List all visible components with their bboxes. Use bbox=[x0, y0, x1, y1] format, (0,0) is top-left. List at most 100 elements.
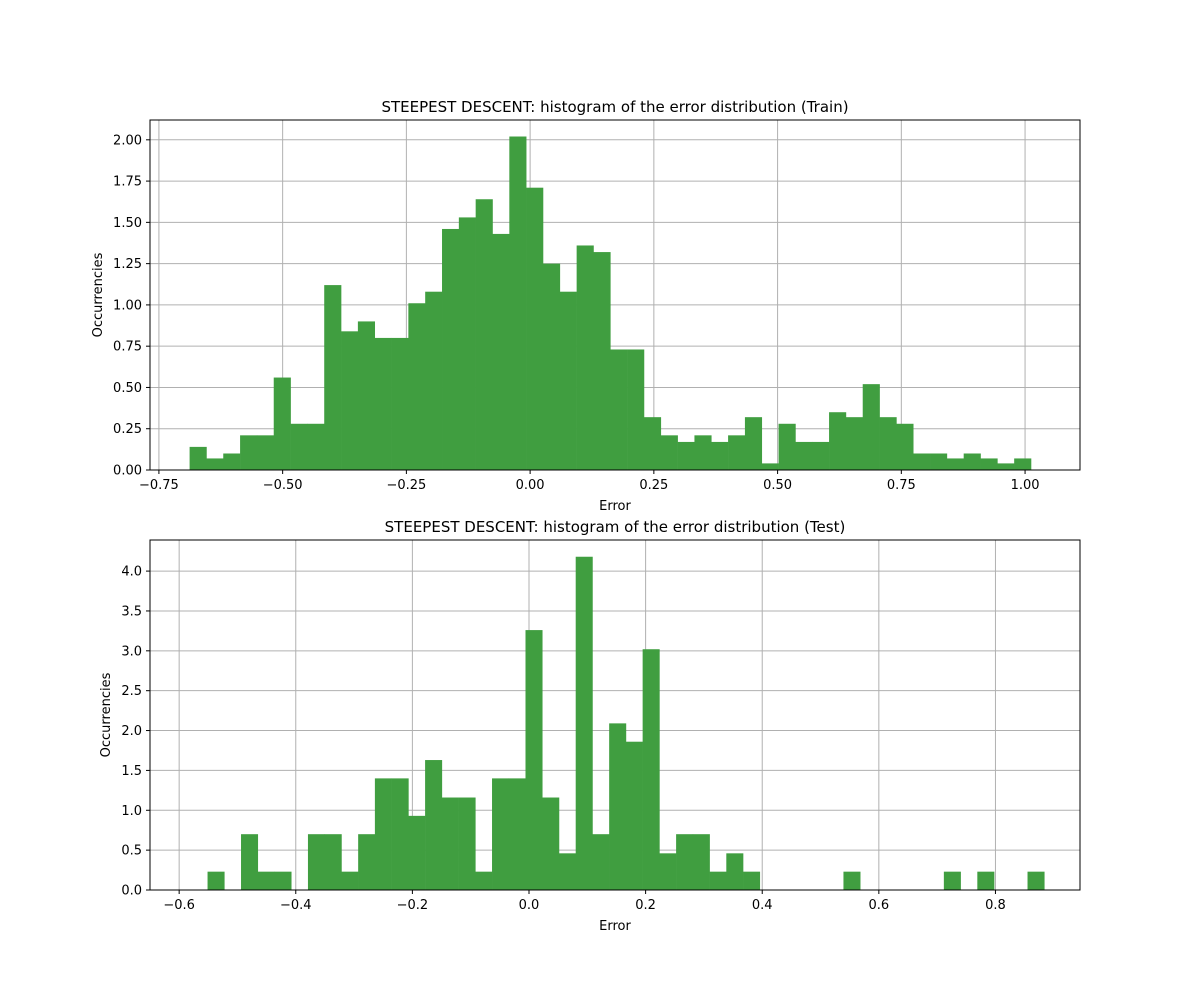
train-histogram-bar bbox=[290, 423, 308, 470]
train-histogram-bar bbox=[778, 423, 796, 470]
train-histogram-bar bbox=[963, 453, 981, 470]
train-x-tick-label: 0.25 bbox=[639, 478, 668, 493]
test-histogram-bar bbox=[575, 556, 593, 890]
test-histogram-bar bbox=[843, 871, 861, 890]
train-x-axis-label: Error bbox=[599, 499, 631, 514]
train-y-ticks: 0.00 0.25 0.50 0.75 1.00 1.25 1.50 1.75 2.00 bbox=[113, 133, 150, 479]
train-histogram-bar bbox=[542, 263, 561, 470]
train-histogram-bar bbox=[492, 233, 510, 470]
train-histogram-bar bbox=[189, 446, 207, 470]
test-x-axis-label: Error bbox=[599, 919, 631, 934]
train-histogram-bar bbox=[627, 349, 645, 470]
test-histogram-bar bbox=[558, 853, 577, 890]
train-histogram-bar bbox=[660, 435, 678, 470]
train-chart-title: STEEPEST DESCENT: histogram of the error… bbox=[381, 98, 848, 116]
train-histogram-bar bbox=[997, 463, 1015, 470]
train-plot-frame bbox=[149, 119, 1081, 471]
test-plot-frame bbox=[149, 539, 1081, 891]
train-histogram-bar bbox=[307, 423, 325, 470]
test-chart-title: STEEPEST DESCENT: histogram of the error… bbox=[385, 518, 846, 536]
train-histogram-bar bbox=[610, 349, 628, 470]
test-y-tick-label: 2.5 bbox=[121, 684, 142, 699]
train-histogram-bar bbox=[341, 331, 359, 470]
test-histogram-bar bbox=[726, 853, 744, 890]
train-histogram-bar bbox=[795, 441, 813, 470]
train-y-tick-label: 0.00 bbox=[113, 464, 142, 479]
test-histogram-bar bbox=[307, 834, 325, 890]
train-y-tick-label: 0.75 bbox=[113, 340, 142, 355]
test-histogram-bar bbox=[374, 778, 392, 890]
test-histogram-bar bbox=[274, 871, 292, 890]
test-histogram-bar bbox=[542, 797, 560, 890]
train-histogram-bar bbox=[980, 458, 998, 470]
train-histogram-bar bbox=[240, 435, 258, 470]
test-y-tick-label: 1.0 bbox=[121, 804, 142, 819]
train-histogram-bar bbox=[896, 423, 914, 470]
train-histogram-bar bbox=[425, 291, 443, 470]
test-histogram-bar bbox=[642, 649, 660, 890]
test-histogram-bar bbox=[492, 778, 510, 890]
train-grid bbox=[150, 120, 1080, 471]
test-x-ticks: −0.6 −0.4 −0.2 0.0 0.2 0.4 0.6 0.8 bbox=[163, 890, 1006, 913]
train-histogram-bar bbox=[829, 412, 847, 470]
test-x-tick-label: 0.6 bbox=[868, 898, 889, 913]
test-histogram-bar bbox=[1027, 871, 1045, 890]
train-histogram-bar bbox=[879, 417, 897, 470]
train-histogram-bar bbox=[374, 337, 392, 470]
test-histogram-bar bbox=[391, 778, 409, 890]
train-x-tick-label: 0.75 bbox=[887, 478, 916, 493]
test-histogram-panel: STEEPEST DESCENT: histogram of the error… bbox=[99, 518, 1081, 934]
train-bars bbox=[189, 136, 1032, 471]
test-y-axis-label: Occurrencies bbox=[99, 672, 114, 757]
test-histogram-bar bbox=[592, 834, 610, 890]
train-histogram-bar bbox=[256, 435, 275, 470]
train-histogram-bar bbox=[475, 199, 493, 470]
train-x-tick-label: 0.00 bbox=[516, 478, 545, 493]
train-histogram-panel: STEEPEST DESCENT: histogram of the error… bbox=[91, 98, 1081, 514]
test-x-tick-label: 0.4 bbox=[752, 898, 773, 913]
test-histogram-bar bbox=[241, 834, 259, 890]
train-histogram-bar bbox=[408, 303, 426, 470]
test-y-tick-label: 1.5 bbox=[121, 764, 142, 779]
train-histogram-bar bbox=[930, 453, 948, 470]
train-histogram-bar bbox=[526, 187, 544, 471]
test-histogram-bar bbox=[324, 834, 342, 890]
test-x-tick-label: −0.2 bbox=[397, 898, 429, 913]
test-histogram-bar bbox=[341, 871, 359, 890]
test-y-ticks: 0.0 0.5 1.0 1.5 2.0 2.5 3.0 3.5 4.0 bbox=[121, 565, 150, 899]
test-histogram-bar bbox=[358, 834, 376, 890]
test-x-tick-label: −0.6 bbox=[163, 898, 195, 913]
train-y-tick-label: 0.50 bbox=[113, 381, 142, 396]
test-x-tick-label: −0.4 bbox=[280, 898, 312, 913]
test-histogram-bar bbox=[659, 853, 677, 890]
train-histogram-bar bbox=[458, 217, 476, 470]
train-histogram-bar bbox=[509, 136, 527, 470]
train-histogram-bar bbox=[913, 453, 931, 470]
test-histogram-bar bbox=[525, 630, 543, 890]
test-bars bbox=[207, 556, 1045, 890]
train-histogram-bar bbox=[711, 441, 729, 470]
test-histogram-bar bbox=[709, 871, 727, 890]
train-x-tick-label: −0.25 bbox=[386, 478, 426, 493]
test-x-tick-label: 0.2 bbox=[635, 898, 656, 913]
train-y-tick-label: 1.25 bbox=[113, 257, 142, 272]
test-histogram-bar bbox=[508, 778, 526, 890]
train-x-tick-label: −0.75 bbox=[139, 478, 179, 493]
train-histogram-bar bbox=[946, 458, 964, 470]
train-histogram-bar bbox=[677, 441, 695, 470]
train-y-tick-label: 1.50 bbox=[113, 216, 142, 231]
test-histogram-bar bbox=[441, 797, 459, 890]
test-histogram-bar bbox=[425, 760, 443, 890]
train-histogram-bar bbox=[812, 441, 830, 470]
test-histogram-bar bbox=[676, 834, 694, 890]
test-histogram-bar bbox=[943, 871, 961, 890]
test-histogram-bar bbox=[743, 871, 761, 890]
train-y-tick-label: 1.75 bbox=[113, 175, 142, 190]
test-y-tick-label: 3.0 bbox=[121, 644, 142, 659]
train-histogram-bar bbox=[357, 321, 376, 470]
test-y-tick-label: 0.5 bbox=[121, 844, 142, 859]
test-y-tick-label: 0.0 bbox=[121, 884, 142, 899]
train-histogram-bar bbox=[576, 245, 594, 470]
train-histogram-bar bbox=[206, 458, 224, 470]
test-histogram-bar bbox=[609, 723, 627, 890]
